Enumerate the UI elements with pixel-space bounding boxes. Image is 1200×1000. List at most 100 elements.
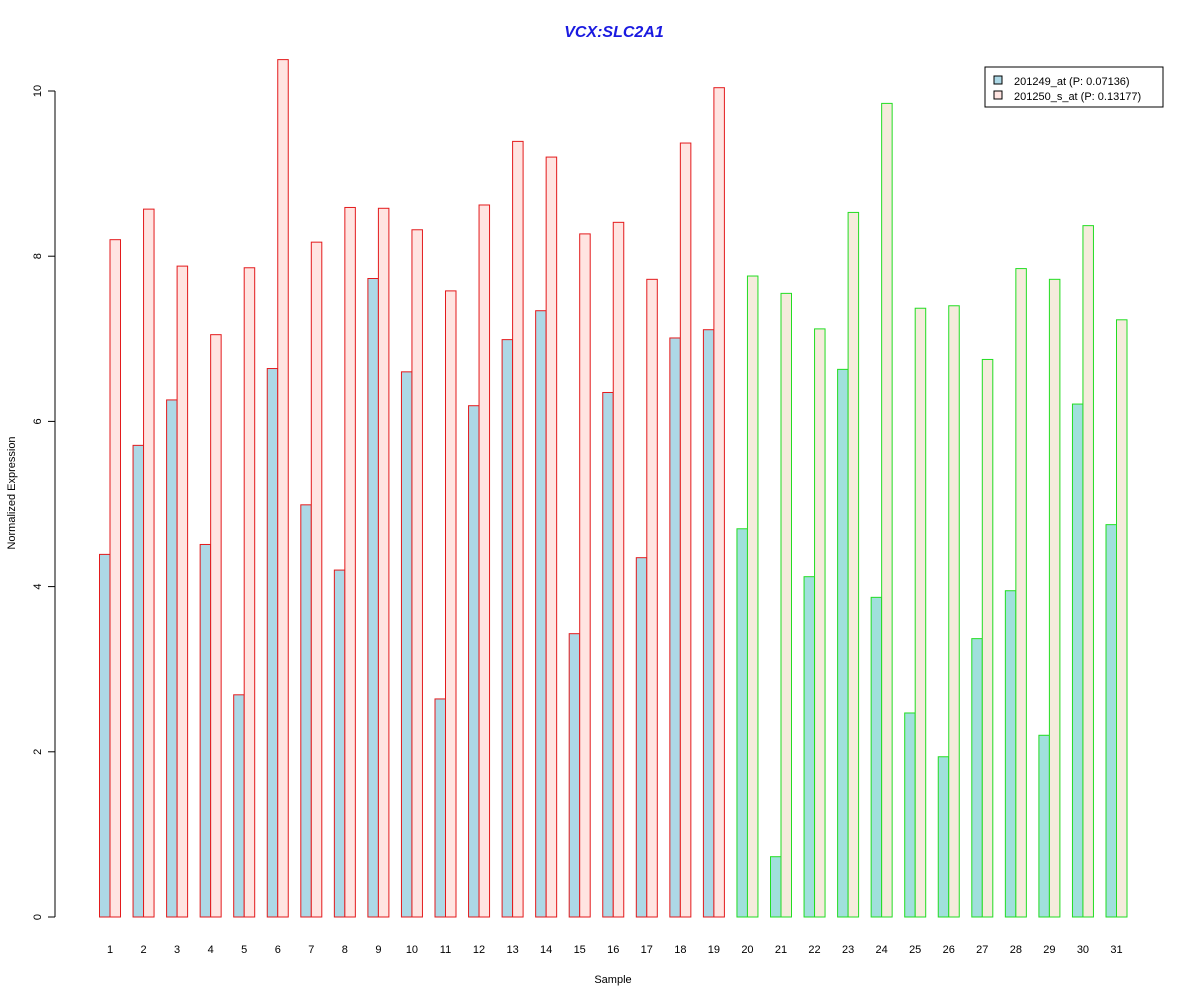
bar-series-2-sample-2	[143, 208, 155, 918]
x-tick-label: 17	[641, 944, 653, 956]
y-tick-label: 8	[32, 253, 44, 259]
bar-series-1-sample-27	[971, 638, 983, 918]
x-tick-label: 21	[775, 944, 787, 956]
bar-series-2-sample-6	[277, 59, 289, 918]
x-tick-label: 29	[1043, 944, 1055, 956]
bar-series-1-sample-20	[736, 528, 748, 918]
bar-series-1-sample-23	[837, 368, 849, 918]
x-tick-labels: 1 2 3 4 5 6 7 8 9 10 11 12 13 14 15 16 17 18 19 20 21 22 23 24 2…	[107, 944, 1123, 956]
bar-series-2-sample-23	[847, 211, 860, 918]
x-tick-label: 13	[506, 944, 518, 956]
x-tick-label: 31	[1110, 944, 1122, 956]
bar-series-2-sample-17	[646, 278, 658, 918]
x-tick-label: 1	[107, 944, 113, 956]
bar-series-2-sample-29	[1048, 278, 1061, 918]
bar-series-2-sample-10	[411, 229, 423, 918]
bar-series-2-sample-14	[545, 156, 558, 918]
x-tick-label: 25	[909, 944, 921, 956]
x-tick-label: 2	[140, 944, 146, 956]
y-tick-label: 2	[32, 749, 44, 755]
bar-series-2-sample-18	[679, 142, 692, 918]
bar-series-2-sample-19	[713, 87, 725, 918]
bar-series-2-sample-8	[344, 206, 356, 918]
y-tick-label: 6	[32, 418, 44, 424]
bar-series-2-sample-24	[881, 102, 893, 918]
bar-series-1-sample-28	[1004, 590, 1017, 918]
bar-series-1-sample-24	[870, 596, 883, 918]
bar-series-2-sample-22	[814, 328, 826, 918]
x-tick-label: 26	[943, 944, 955, 956]
legend-box	[984, 66, 1164, 108]
bar-series-1-sample-30	[1071, 403, 1084, 918]
legend: 201249_at (P: 0.07136) 201250_s_at (P: 0…	[984, 66, 1164, 108]
bar-series-2-sample-3	[176, 265, 189, 918]
y-tick-label: 10	[32, 85, 44, 97]
x-tick-label: 5	[241, 944, 247, 956]
bar-series-1-sample-12	[468, 405, 480, 918]
bar-series-1-sample-14	[535, 310, 547, 918]
legend-swatch-series-1	[993, 75, 1003, 85]
x-tick-label: 15	[574, 944, 586, 956]
y-tick-label: 4	[32, 584, 44, 590]
x-tick-label: 30	[1077, 944, 1089, 956]
bar-series-2-sample-28	[1015, 268, 1027, 918]
bar-series-1-sample-25	[904, 712, 916, 918]
bar-series-1-sample-31	[1105, 524, 1117, 918]
bars	[99, 59, 1128, 918]
x-tick-label: 12	[473, 944, 485, 956]
bar-series-1-sample-10	[400, 371, 413, 918]
x-tick-label: 19	[708, 944, 720, 956]
bar-series-1-sample-17	[635, 557, 648, 918]
x-tick-label: 24	[876, 944, 888, 956]
bar-series-1-sample-3	[166, 399, 178, 918]
x-tick-label: 27	[976, 944, 988, 956]
x-tick-label: 6	[275, 944, 281, 956]
y-axis: 0 2 4 6 8 10	[32, 85, 56, 920]
bar-series-2-sample-20	[746, 275, 759, 918]
bar-series-1-sample-9	[367, 278, 379, 918]
bar-series-2-sample-4	[210, 334, 222, 918]
legend-label-series-1: 201249_at (P: 0.07136)	[1014, 76, 1130, 88]
bar-series-1-sample-21	[770, 856, 782, 918]
bar-series-1-sample-1	[99, 553, 111, 918]
y-tick-label: 0	[32, 914, 44, 920]
bar-series-2-sample-12	[478, 204, 491, 918]
bar-series-2-sample-5	[243, 267, 256, 918]
x-tick-label: 28	[1010, 944, 1022, 956]
bar-series-2-sample-26	[948, 305, 960, 918]
bar-series-1-sample-8	[333, 569, 346, 918]
x-tick-label: 22	[808, 944, 820, 956]
bar-series-2-sample-25	[914, 307, 927, 918]
bar-series-2-sample-31	[1116, 319, 1128, 918]
x-tick-label: 11	[440, 944, 451, 956]
x-tick-label: 3	[174, 944, 180, 956]
bar-series-2-sample-21	[780, 292, 792, 918]
bar-series-1-sample-7	[300, 504, 312, 918]
x-tick-label: 10	[406, 944, 418, 956]
bar-series-2-sample-9	[377, 207, 390, 918]
x-tick-label: 23	[842, 944, 854, 956]
bar-series-2-sample-30	[1082, 225, 1094, 918]
bar-series-2-sample-1	[109, 239, 121, 918]
x-tick-label: 14	[540, 944, 552, 956]
bar-series-1-sample-6	[266, 368, 279, 918]
bar-series-1-sample-18	[669, 337, 681, 918]
x-tick-label: 4	[208, 944, 214, 956]
bar-series-1-sample-19	[702, 329, 715, 918]
y-axis-label: Normalized Expression	[6, 436, 18, 549]
x-tick-label: 16	[607, 944, 619, 956]
bar-series-2-sample-27	[981, 358, 994, 918]
x-tick-label: 20	[741, 944, 753, 956]
bar-series-1-sample-13	[501, 339, 514, 918]
bar-series-1-sample-5	[233, 694, 245, 918]
x-tick-label: 8	[342, 944, 348, 956]
bar-series-2-sample-16	[612, 221, 625, 918]
legend-swatch-series-2	[993, 90, 1003, 100]
x-tick-label: 9	[375, 944, 381, 956]
bar-series-2-sample-13	[512, 140, 524, 918]
chart-title: VCX:SLC2A1	[564, 24, 664, 41]
bar-series-2-sample-11	[445, 290, 457, 918]
bar-series-1-sample-11	[434, 698, 446, 918]
x-tick-label: 18	[674, 944, 686, 956]
